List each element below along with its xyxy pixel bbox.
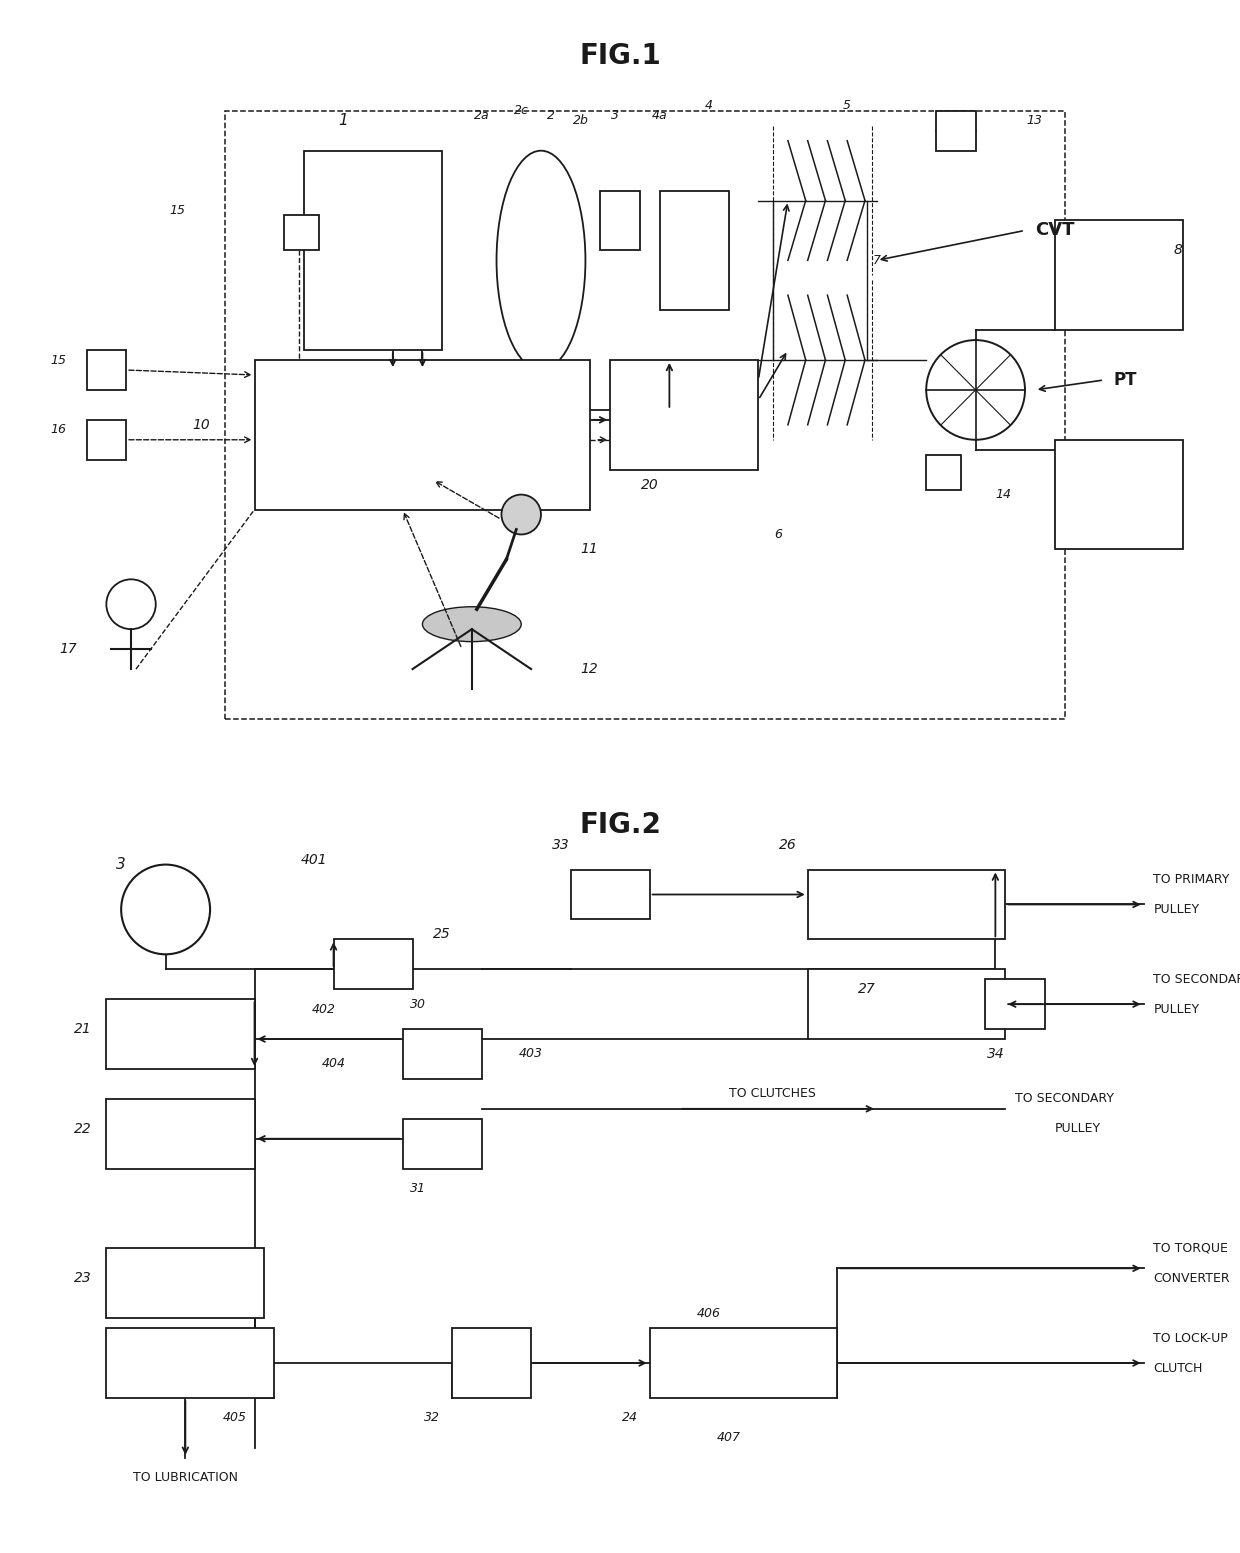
Text: TO LUBRICATION: TO LUBRICATION (133, 1471, 238, 1485)
Text: 3: 3 (611, 109, 619, 123)
Text: TO PRIMARY: TO PRIMARY (1153, 873, 1230, 887)
Text: FIG.1: FIG.1 (579, 42, 661, 70)
Bar (807, 969, 1006, 1039)
Text: 2a: 2a (474, 109, 490, 123)
Text: 3: 3 (117, 857, 126, 873)
Text: PULLEY: PULLEY (1153, 1003, 1199, 1016)
Text: 32: 32 (424, 1412, 440, 1424)
Text: 14: 14 (996, 488, 1012, 502)
Bar (936, 110, 976, 151)
Bar (107, 1100, 254, 1168)
Text: 34: 34 (987, 1047, 1004, 1061)
Bar (334, 940, 413, 989)
Text: 4a: 4a (652, 109, 667, 123)
Bar (224, 110, 1064, 719)
Text: TO CLUTCHES: TO CLUTCHES (729, 1087, 816, 1101)
Circle shape (501, 494, 541, 534)
Bar (87, 349, 126, 390)
Ellipse shape (496, 151, 585, 370)
Text: 1: 1 (339, 113, 348, 129)
Text: TO SECONDARY: TO SECONDARY (1153, 972, 1240, 986)
Text: FIG.2: FIG.2 (579, 811, 661, 839)
Text: 16: 16 (51, 424, 67, 436)
Text: CVT: CVT (1035, 222, 1074, 239)
Text: 11: 11 (580, 542, 598, 556)
Text: 17: 17 (60, 641, 77, 655)
Text: 20: 20 (641, 478, 658, 492)
Bar (254, 360, 590, 509)
Bar (107, 1249, 264, 1318)
Ellipse shape (423, 607, 521, 641)
Text: 7: 7 (873, 253, 880, 267)
Bar (304, 151, 443, 349)
Text: 403: 403 (520, 1047, 543, 1061)
Text: 25: 25 (433, 927, 451, 941)
Bar (610, 360, 759, 469)
Text: PULLEY: PULLEY (1055, 1123, 1101, 1135)
Bar (403, 1030, 481, 1079)
Text: TO SECONDARY: TO SECONDARY (1016, 1092, 1114, 1106)
Text: 15: 15 (170, 203, 185, 217)
Text: PT: PT (1114, 371, 1137, 388)
Bar (600, 191, 640, 250)
Text: 10: 10 (192, 418, 210, 432)
Text: CONVERTER: CONVERTER (1153, 1272, 1230, 1284)
Text: 6: 6 (774, 528, 782, 540)
Text: 31: 31 (409, 1182, 425, 1196)
Text: 4: 4 (704, 99, 713, 112)
Text: 23: 23 (73, 1272, 92, 1286)
Bar (570, 870, 650, 919)
Bar (660, 191, 729, 311)
Bar (107, 1328, 274, 1398)
Text: CLUTCH: CLUTCH (1153, 1362, 1203, 1374)
Text: 27: 27 (858, 981, 875, 995)
Text: 402: 402 (311, 1003, 336, 1016)
Text: 30: 30 (409, 997, 425, 1011)
Text: 12: 12 (580, 662, 598, 676)
Text: 13: 13 (1027, 115, 1043, 127)
Text: 8: 8 (1173, 244, 1182, 258)
Text: TO LOCK-UP: TO LOCK-UP (1153, 1331, 1228, 1345)
Text: 401: 401 (300, 853, 327, 867)
Bar (807, 870, 1006, 940)
Text: 21: 21 (73, 1022, 92, 1036)
Circle shape (926, 340, 1025, 439)
Text: 22: 22 (73, 1121, 92, 1135)
Circle shape (122, 865, 210, 954)
Text: 405: 405 (223, 1412, 247, 1424)
Bar (284, 216, 319, 250)
Text: 2b: 2b (573, 115, 589, 127)
Bar (87, 419, 126, 460)
Text: 24: 24 (622, 1412, 637, 1424)
Text: 26: 26 (779, 837, 797, 851)
Text: 2c: 2c (513, 104, 528, 118)
Circle shape (107, 579, 156, 629)
Bar (650, 1328, 837, 1398)
Bar (403, 1118, 481, 1168)
Bar (986, 980, 1045, 1030)
Bar (107, 999, 254, 1068)
Bar (1055, 439, 1183, 550)
Text: 33: 33 (552, 837, 569, 851)
Bar (1055, 221, 1183, 331)
Text: 406: 406 (697, 1306, 720, 1320)
Bar (453, 1328, 531, 1398)
Text: 15: 15 (51, 354, 67, 367)
Text: 5: 5 (843, 99, 851, 112)
Text: TO TORQUE: TO TORQUE (1153, 1242, 1229, 1255)
Text: PULLEY: PULLEY (1153, 902, 1199, 916)
Bar (926, 455, 961, 489)
Text: 407: 407 (717, 1432, 740, 1444)
Text: 2: 2 (547, 109, 554, 123)
Text: 404: 404 (321, 1058, 346, 1070)
